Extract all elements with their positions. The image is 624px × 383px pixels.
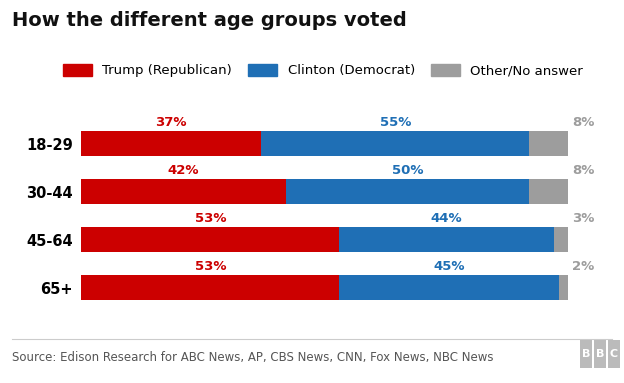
Bar bbox=[81, 131, 261, 156]
Text: 37%: 37% bbox=[155, 116, 187, 129]
Text: 42%: 42% bbox=[168, 164, 199, 177]
Bar bbox=[339, 227, 554, 252]
Bar bbox=[81, 275, 339, 300]
Text: 50%: 50% bbox=[392, 164, 423, 177]
Bar bbox=[558, 275, 568, 300]
Bar bbox=[529, 131, 568, 156]
Bar bbox=[529, 179, 568, 204]
Text: C: C bbox=[610, 349, 618, 359]
Text: 3%: 3% bbox=[572, 212, 595, 225]
Text: 53%: 53% bbox=[195, 212, 226, 225]
Bar bbox=[81, 227, 339, 252]
Bar bbox=[554, 227, 568, 252]
Text: B: B bbox=[596, 349, 604, 359]
Text: Source: Edison Research for ABC News, AP, CBS News, CNN, Fox News, NBC News: Source: Edison Research for ABC News, AP… bbox=[12, 351, 494, 364]
Text: 44%: 44% bbox=[431, 212, 462, 225]
Bar bbox=[339, 275, 558, 300]
Legend: Trump (Republican), Clinton (Democrat), Other/No answer: Trump (Republican), Clinton (Democrat), … bbox=[63, 64, 583, 77]
Text: How the different age groups voted: How the different age groups voted bbox=[12, 11, 407, 31]
Text: B: B bbox=[582, 349, 590, 359]
Text: 8%: 8% bbox=[572, 164, 595, 177]
Bar bbox=[81, 179, 286, 204]
Text: 53%: 53% bbox=[195, 260, 226, 273]
Bar bbox=[286, 179, 529, 204]
Text: 45%: 45% bbox=[433, 260, 465, 273]
Text: 2%: 2% bbox=[572, 260, 595, 273]
Text: 8%: 8% bbox=[572, 116, 595, 129]
Bar bbox=[261, 131, 529, 156]
Text: 55%: 55% bbox=[380, 116, 411, 129]
